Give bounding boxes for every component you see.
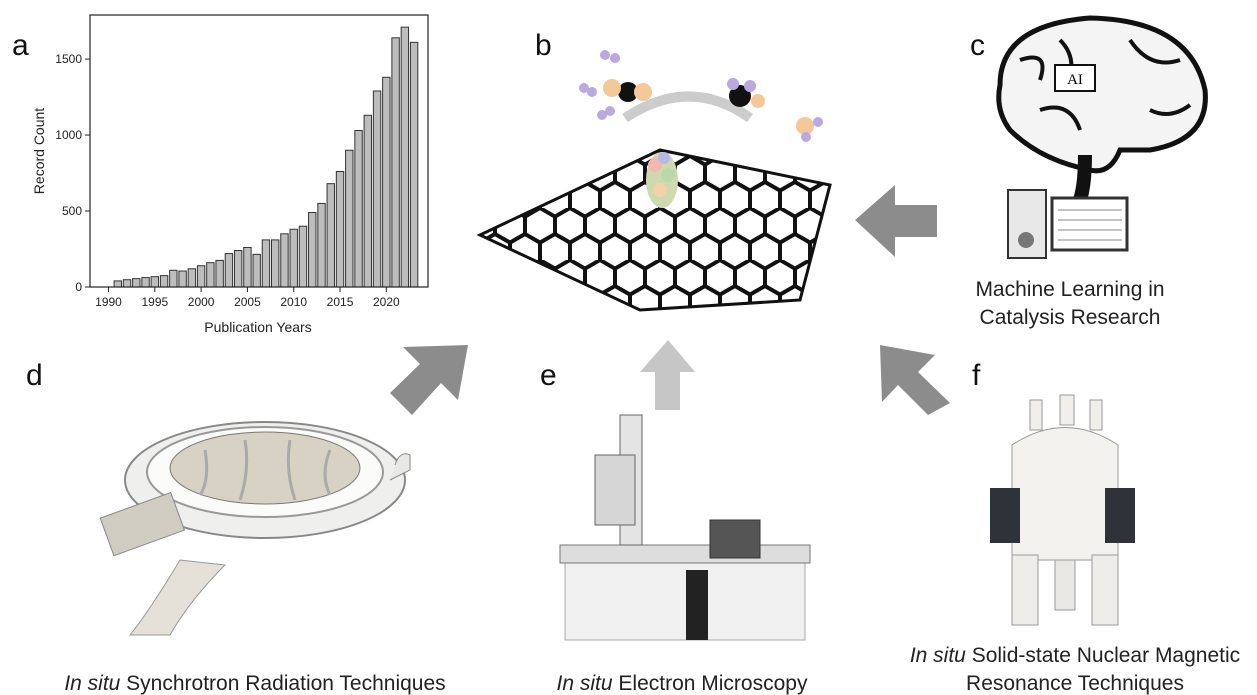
bar [170, 270, 177, 287]
bar [253, 254, 260, 287]
bar [216, 260, 223, 287]
x-tick-label: 1990 [95, 295, 122, 309]
bar [383, 77, 390, 287]
x-tick-label: 2020 [373, 295, 400, 309]
caption: Resonance Techniques [966, 672, 1184, 695]
bar [318, 203, 325, 287]
bar [272, 240, 279, 287]
y-axis-label: Record Count [31, 108, 47, 194]
nmr-illustration [990, 395, 1135, 625]
panel-letter: c [970, 29, 985, 62]
cluster [646, 152, 678, 208]
brain-illustration: AI [999, 18, 1206, 258]
x-tick-label: 1995 [141, 295, 168, 309]
y-tick-label: 0 [75, 280, 82, 294]
caption-italic: In situ [64, 672, 120, 695]
caption-italic: In situ [910, 644, 966, 667]
arrow-up-right [390, 345, 468, 415]
bar [290, 229, 297, 287]
bar [336, 172, 343, 287]
panel-letter: e [540, 359, 557, 392]
caption: Machine Learning in [975, 278, 1164, 301]
bar [179, 271, 186, 287]
bar [327, 184, 334, 287]
bar [392, 38, 399, 287]
y-tick-label: 500 [62, 204, 82, 218]
bar [142, 278, 149, 287]
x-tick-label: 2005 [234, 295, 261, 309]
microscope-illustration [560, 415, 810, 640]
bar [133, 279, 140, 287]
bar [188, 269, 195, 287]
figure: a b c d e f AI Machine Learning in Catal… [0, 0, 1257, 695]
panel-letter: f [972, 359, 981, 392]
bar [197, 266, 204, 287]
bar [364, 115, 371, 287]
brain-label: AI [1067, 72, 1083, 88]
caption-text: Synchrotron Radiation Techniques [120, 672, 445, 695]
caption: In situ Electron Microscopy [557, 672, 808, 695]
bar [401, 27, 408, 287]
bar [114, 281, 121, 287]
y-tick-label: 1000 [55, 128, 82, 142]
bar [410, 42, 417, 287]
bar-chart: Publication Years Record Count 0 500 1000 1… [31, 15, 428, 335]
synchrotron-illustration [100, 422, 410, 635]
x-tick-label: 2010 [280, 295, 307, 309]
caption-text: Electron Microscopy [613, 672, 808, 695]
x-tick-label: 2015 [327, 295, 354, 309]
panel-letter: a [12, 29, 29, 62]
bar [281, 234, 288, 287]
bar [234, 251, 241, 287]
bar [262, 240, 269, 287]
bar [346, 150, 353, 287]
x-axis-label: Publication Years [204, 319, 311, 335]
caption-text: Solid-state Nuclear Magnetic [966, 644, 1240, 667]
bar [309, 213, 316, 287]
caption-italic: In situ [557, 672, 613, 695]
bar [225, 254, 232, 287]
caption: In situ Solid-state Nuclear Magnetic [910, 644, 1240, 667]
x-tick-label: 2000 [188, 295, 215, 309]
bar [160, 276, 167, 287]
arrow-up [640, 340, 695, 410]
arrow-left [855, 185, 937, 257]
panel-letter: d [26, 359, 43, 392]
y-tick-label: 1500 [55, 52, 82, 66]
caption: In situ Synchrotron Radiation Techniques [64, 672, 445, 695]
bar [207, 263, 214, 287]
bar [123, 280, 130, 287]
bar [373, 91, 380, 287]
bar [299, 226, 306, 287]
bar [151, 277, 158, 287]
arrow-up-left [880, 345, 950, 415]
caption: Catalysis Research [980, 306, 1161, 329]
bar [355, 130, 362, 287]
bar [244, 247, 251, 287]
panel-letter: b [535, 29, 552, 62]
